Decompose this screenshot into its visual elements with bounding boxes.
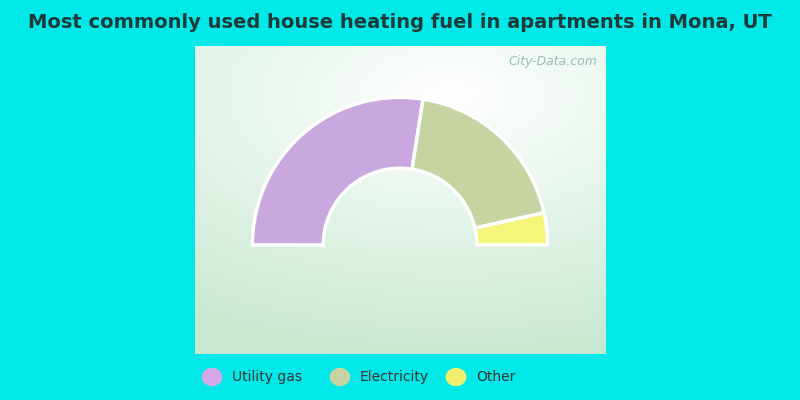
Text: Other: Other bbox=[476, 370, 515, 384]
Wedge shape bbox=[253, 97, 423, 245]
Text: Most commonly used house heating fuel in apartments in Mona, UT: Most commonly used house heating fuel in… bbox=[28, 14, 772, 32]
Wedge shape bbox=[475, 213, 547, 245]
Text: Electricity: Electricity bbox=[360, 370, 429, 384]
Text: Utility gas: Utility gas bbox=[232, 370, 302, 384]
Ellipse shape bbox=[202, 368, 222, 386]
Text: City-Data.com: City-Data.com bbox=[508, 55, 597, 68]
Ellipse shape bbox=[446, 368, 466, 386]
Ellipse shape bbox=[330, 368, 350, 386]
Wedge shape bbox=[412, 99, 544, 228]
